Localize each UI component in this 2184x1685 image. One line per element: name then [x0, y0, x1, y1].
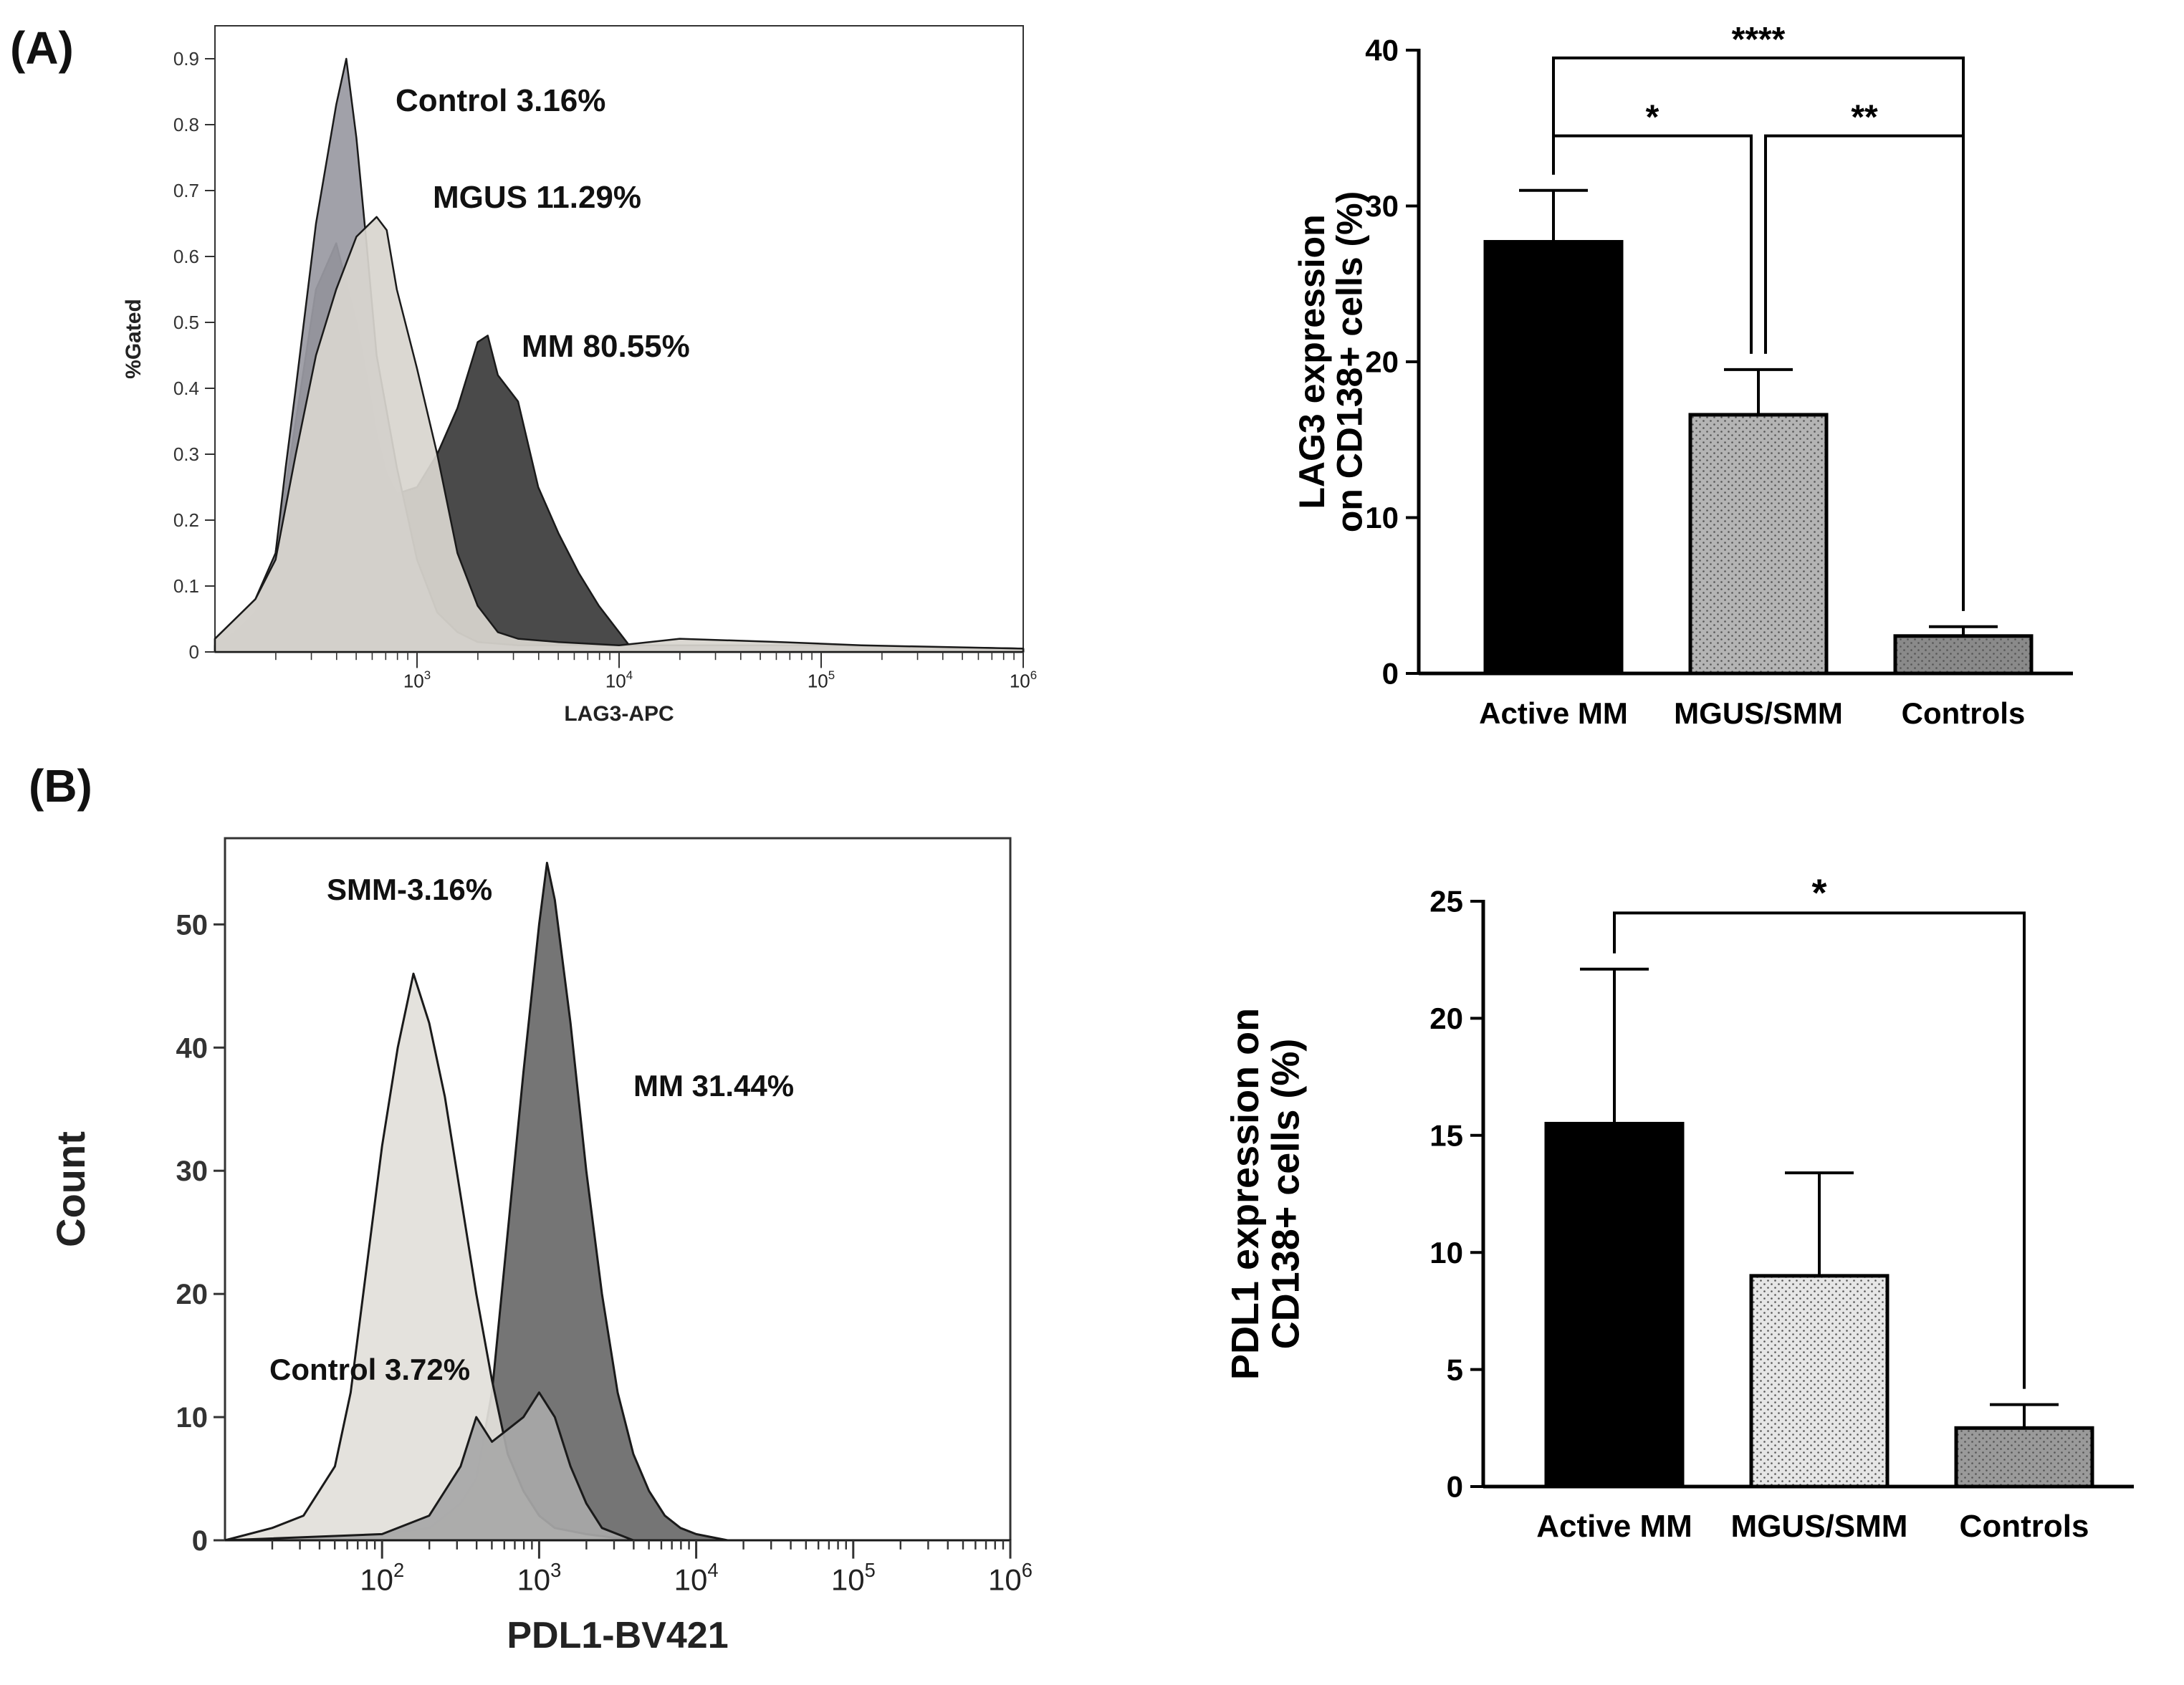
significance-label: **	[1851, 99, 1878, 137]
histogram-smm	[224, 1391, 1012, 1542]
y-tick-label: 10	[1365, 501, 1399, 534]
bar-active-mm	[1483, 240, 1624, 676]
y-tick-label: 30	[176, 1156, 209, 1187]
bar-chart-pdl1: Active MM MGUS/SMM Controls 0 5 10 15 20 25 PDL1 …	[1224, 871, 2134, 1544]
significance-bracket	[1613, 911, 2026, 1389]
y-tick-label: 40	[176, 1032, 209, 1064]
y-tick-label: 0	[192, 1525, 208, 1557]
histogram-lag3: 0 0.1 0.2 0.3 0.4 0.5 0.6 0.7 0.8 0.9 103 104 105 106…	[122, 25, 1037, 726]
x-tick-label: 105	[831, 1559, 876, 1597]
y-tick-label: 20	[1365, 345, 1399, 379]
label-mgus: MGUS 11.29%	[433, 180, 641, 215]
y-axis-label-line: CD138+ cells (%)	[1265, 1039, 1308, 1350]
y-axis-label: Count	[48, 1131, 93, 1247]
y-tick-label: 20	[176, 1279, 209, 1310]
y-tick-label: 50	[176, 909, 209, 941]
y-axis-label: %Gated	[122, 299, 145, 379]
y-axis-label-line: on CD138+ cells (%)	[1330, 191, 1370, 533]
histogram-pdl1: 0 10 20 30 40 50 102 103 104 105 106 PDL1-BV421 Coun…	[48, 837, 1033, 1656]
y-tick-label: 0.5	[173, 312, 199, 333]
y-tick-label: 10	[176, 1402, 209, 1434]
y-tick-label: 20	[1429, 1002, 1463, 1035]
panel-label-b: (B)	[29, 760, 92, 812]
y-tick-label: 0.4	[173, 378, 199, 399]
bar-mgus-smm	[1688, 413, 1829, 676]
y-tick-label: 10	[1429, 1236, 1463, 1269]
bar-chart-lag3: Active MM MGUS/SMM Controls 0 10 20 30 40 LAG3 e…	[1292, 21, 2073, 730]
x-tick-label: 103	[517, 1559, 561, 1597]
significance-bracket	[1552, 134, 1753, 354]
significance-label: ****	[1732, 21, 1786, 59]
y-tick-label: 25	[1429, 885, 1463, 918]
bar-active-mm	[1544, 1121, 1685, 1489]
x-tick-label: 106	[988, 1559, 1033, 1597]
significance-label: *	[1811, 871, 1826, 914]
y-tick-label: 0.7	[173, 180, 199, 201]
y-axis-label-line: PDL1 expression on	[1224, 1008, 1267, 1380]
label-smm: SMM-3.16%	[327, 873, 492, 906]
y-tick-label: 40	[1365, 34, 1399, 67]
label-mm: MM 31.44%	[633, 1069, 794, 1103]
category-label: MGUS/SMM	[1674, 696, 1843, 730]
y-tick-label: 0.1	[173, 575, 199, 597]
x-axis-label: LAG3-APC	[564, 702, 674, 726]
x-tick-label: 104	[674, 1559, 719, 1597]
y-tick-label: 0	[1382, 657, 1399, 691]
x-tick-label: 106	[1010, 668, 1037, 692]
label-control: Control 3.16%	[396, 83, 605, 118]
category-label: Controls	[1902, 696, 2026, 730]
histogram-mgus	[214, 216, 1025, 653]
category-label: Active MM	[1479, 696, 1628, 730]
x-tick-label: 103	[403, 668, 431, 692]
y-tick-label: 15	[1429, 1119, 1463, 1153]
y-tick-label: 5	[1447, 1353, 1463, 1386]
bar-mgus-smm	[1749, 1274, 1890, 1489]
y-tick-label: 0.2	[173, 509, 199, 531]
x-tick-label: 102	[360, 1559, 404, 1597]
y-tick-label: 0.6	[173, 246, 199, 267]
bar-controls	[1893, 634, 2034, 676]
category-label: Active MM	[1536, 1509, 1692, 1544]
x-tick-label: 104	[605, 668, 633, 692]
y-tick-label: 0.3	[173, 443, 199, 465]
y-tick-label: 0	[189, 641, 199, 663]
y-tick-label: 0.8	[173, 114, 199, 135]
label-control: Control 3.72%	[269, 1353, 470, 1386]
significance-bracket	[1764, 134, 1965, 611]
y-tick-label: 0.9	[173, 48, 199, 69]
y-tick-label: 30	[1365, 189, 1399, 223]
category-label: Controls	[1960, 1509, 2089, 1544]
bar-controls	[1954, 1426, 2094, 1489]
x-tick-label: 105	[808, 668, 835, 692]
panel-label-a: (A)	[10, 22, 74, 74]
category-label: MGUS/SMM	[1731, 1509, 1908, 1544]
y-tick-label: 0	[1447, 1470, 1463, 1504]
label-mm: MM 80.55%	[522, 329, 690, 364]
significance-label: *	[1646, 99, 1659, 137]
y-axis-label-line: LAG3 expression	[1292, 214, 1332, 509]
x-axis-label: PDL1-BV421	[507, 1615, 728, 1656]
